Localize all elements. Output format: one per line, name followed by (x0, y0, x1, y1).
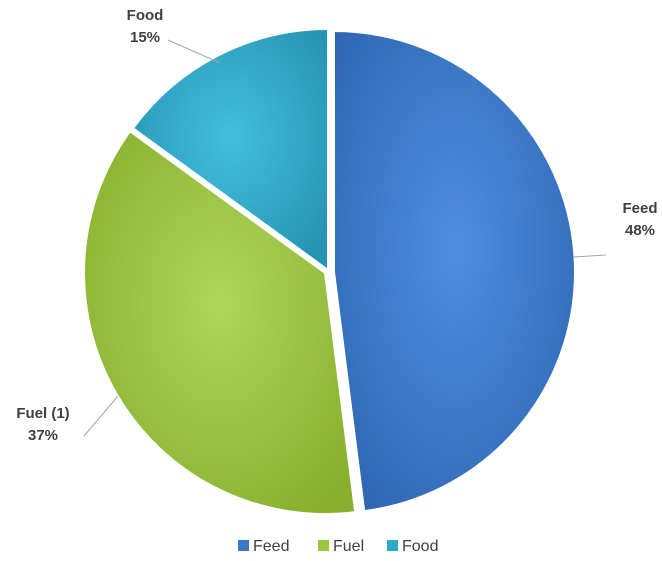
pie-slice-food (131, 27, 329, 272)
data-labels: Feed 48% Fuel (1) 37% Food 15% (16, 7, 657, 444)
legend-swatch-feed (238, 540, 249, 551)
leader-lines (83, 39, 607, 437)
legend-label-fuel: Fuel (333, 538, 364, 555)
slice-value-feed: 48% (625, 222, 655, 239)
leader-line-food (167, 39, 221, 64)
pie-slice-fuel (83, 129, 357, 515)
leader-line-feed (572, 254, 607, 258)
legend-item-food: Food (387, 538, 438, 555)
legend: Feed Fuel Food (238, 538, 438, 555)
pie-slice-feed (333, 29, 576, 513)
leader-line-fuel (83, 395, 119, 437)
legend-item-feed: Feed (238, 538, 289, 555)
slice-value-food: 15% (130, 29, 160, 46)
slice-label-food: Food (127, 7, 164, 24)
slice-label-feed: Feed (622, 200, 657, 217)
legend-swatch-fuel (318, 540, 329, 551)
legend-swatch-food (387, 540, 398, 551)
slice-label-fuel: Fuel (1) (16, 405, 69, 422)
slices-layer (83, 27, 576, 515)
legend-item-fuel: Fuel (318, 538, 364, 555)
legend-label-feed: Feed (253, 538, 289, 555)
slice-value-fuel: 37% (28, 427, 58, 444)
legend-label-food: Food (402, 538, 438, 555)
